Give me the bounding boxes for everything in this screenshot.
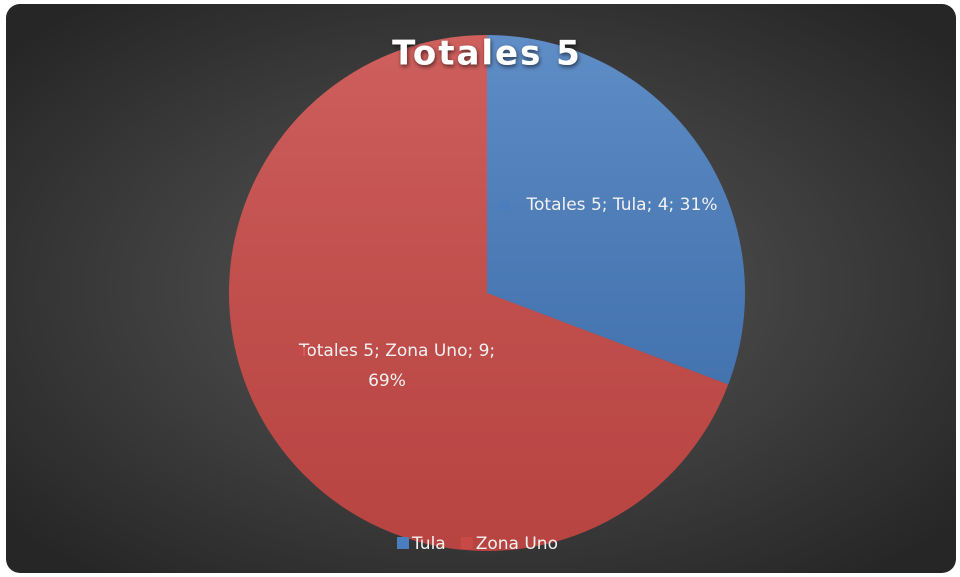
chart-title: Totales 5 [392, 34, 582, 74]
data-label-box: Totales 5; Zona Uno; 9; 69% [298, 341, 496, 391]
legend: Tula Zona Uno [397, 534, 558, 554]
legend-label: Zona Uno [476, 534, 558, 554]
data-label-key [297, 347, 308, 356]
legend-swatch [397, 537, 409, 549]
legend-swatch [460, 537, 473, 549]
data-label: Totales 5; Zona Uno; 9; 69% [298, 341, 496, 391]
slice-shade [229, 34, 729, 551]
data-label-key [499, 201, 510, 210]
data-label: Totales 5; Tula; 4; 31% [526, 195, 718, 215]
pie: Totales 5; Tula; 4; 31% Totales 5; Zona U… [229, 34, 746, 551]
legend-label: Tula [411, 534, 446, 554]
data-label-box: Totales 5; Tula; 4; 31% [526, 195, 718, 215]
slice-shade [487, 35, 746, 385]
